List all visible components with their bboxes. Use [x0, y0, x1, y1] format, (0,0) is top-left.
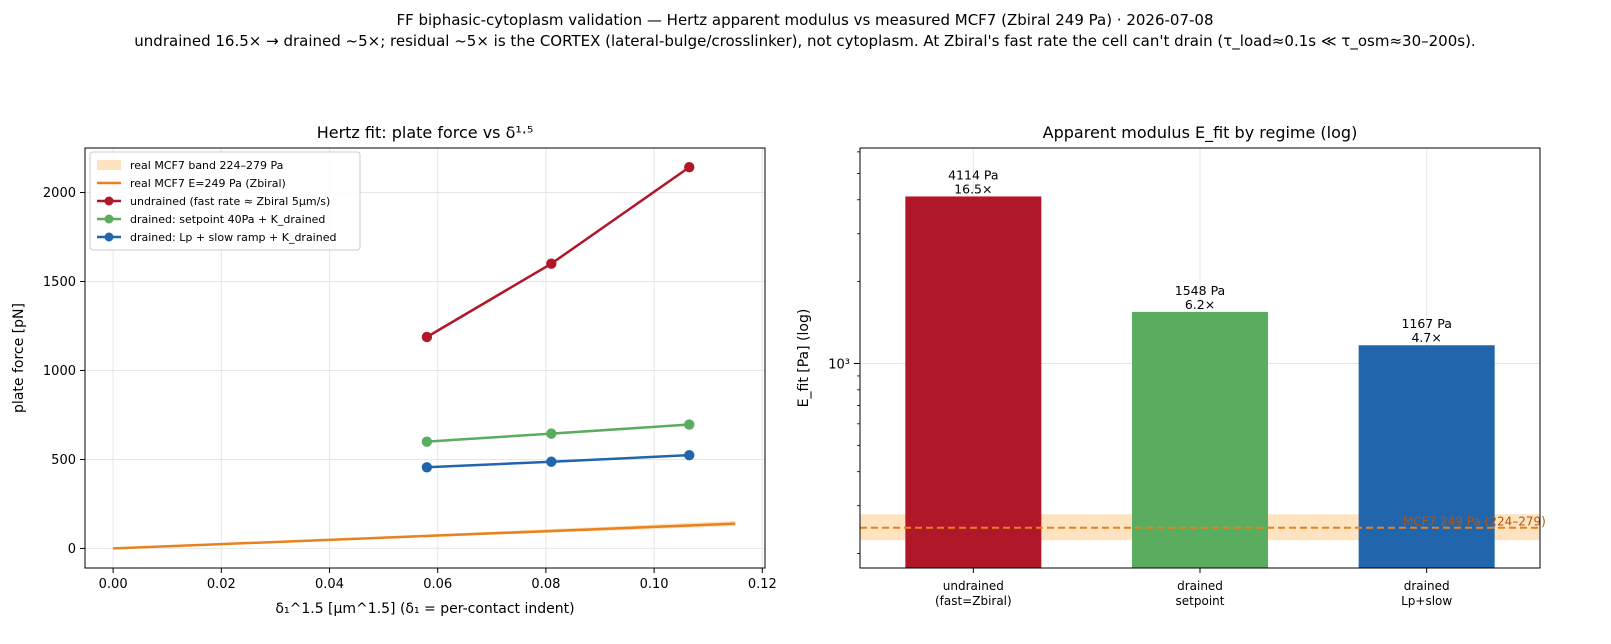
left-plot-frame — [84, 147, 766, 569]
left-series-point-setpoint — [684, 419, 695, 430]
legend-entry-label: real MCF7 E=249 Pa (Zbiral) — [130, 177, 286, 190]
left-ticks: 0.00 0.02 0.04 0.06 0.08 0.10 0.12 0 500 1000 1500… — [43, 186, 777, 592]
right-ticks: undrained(fast=Zbiral)drainedsetpointdra… — [828, 151, 1452, 608]
right-chart-title: Apparent modulus E_fit by regime (log) — [1043, 123, 1358, 143]
right-category-label: (fast=Zbiral) — [935, 594, 1012, 608]
left-y-tick-label: 2000 — [43, 186, 76, 201]
figure-suptitle-line2: undrained 16.5× → drained ~5×; residual … — [134, 32, 1475, 51]
left-series-point-setpoint — [546, 428, 557, 439]
right-bar-lpslow — [1358, 345, 1495, 568]
legend-entry-label: real MCF7 band 224–279 Pa — [130, 159, 283, 172]
right-bar-ratio-label: 4.7× — [1411, 330, 1441, 345]
right-bar-undrained — [905, 196, 1042, 568]
left-series-point-undrained — [684, 162, 695, 173]
left-x-tick-label: 0.12 — [748, 577, 777, 592]
left-y-tick-label: 0 — [68, 542, 76, 557]
right-y-axis-label: E_fit [Pa] (log) — [796, 309, 812, 408]
left-x-tick-label: 0.04 — [315, 577, 344, 592]
legend-entry-label: undrained (fast rate ≈ Zbiral 5μm/s) — [130, 195, 330, 208]
legend-entry-label: drained: setpoint 40Pa + K_drained — [130, 213, 325, 226]
right-category-label: drained — [1404, 579, 1450, 593]
legend-swatch-marker — [104, 214, 114, 224]
right-bar-setpoint — [1132, 311, 1268, 568]
left-y-tick-label: 1500 — [43, 275, 76, 290]
legend-entry-label: drained: Lp + slow ramp + K_drained — [130, 231, 336, 244]
left-chart: Hertz fit: plate force vs δ¹·⁵ δ₁^1.5 [μ… — [11, 123, 777, 617]
left-y-tick-label: 1000 — [43, 364, 76, 379]
left-legend: real MCF7 band 224–279 Pa real MCF7 E=249… — [89, 151, 361, 251]
figure-suptitle-line1: FF biphasic-cytoplasm validation — Hertz… — [396, 11, 1213, 29]
legend-swatch-marker — [104, 232, 114, 242]
left-series-line-setpoint — [426, 423, 690, 443]
left-series-point-setpoint — [421, 436, 433, 447]
left-x-axis-label: δ₁^1.5 [μm^1.5] (δ₁ = per-contact indent… — [275, 601, 574, 617]
left-x-tick-label: 0.00 — [99, 577, 128, 592]
left-x-tick-label: 0.06 — [423, 577, 452, 592]
left-series-point-undrained — [546, 258, 557, 269]
right-category-label: drained — [1177, 579, 1223, 593]
left-x-tick-label: 0.10 — [640, 577, 669, 592]
left-series-line-lpslow — [426, 453, 690, 469]
left-x-tick-label: 0.08 — [531, 577, 560, 592]
left-x-tick-label: 0.02 — [207, 577, 236, 592]
left-y-axis-label: plate force [pN] — [11, 303, 27, 413]
right-category-label: Lp+slow — [1401, 594, 1452, 608]
left-marks — [113, 162, 736, 550]
legend-swatch-marker — [104, 196, 114, 206]
left-chart-title: Hertz fit: plate force vs δ¹·⁵ — [317, 123, 534, 142]
left-y-tick-label: 500 — [51, 453, 76, 468]
right-bar-value-label: 1167 Pa — [1401, 316, 1451, 331]
legend-swatch-band — [97, 160, 121, 170]
right-category-label: undrained — [943, 579, 1004, 593]
right-bar-ratio-label: 16.5× — [954, 181, 992, 196]
left-series-point-lpslow — [421, 462, 433, 473]
left-series-point-undrained — [421, 331, 433, 343]
left-series-point-lpslow — [684, 449, 695, 461]
right-bar-ratio-label: 6.2× — [1185, 297, 1215, 312]
right-reference-label: MCF7 249 Pa (224–279) — [1403, 515, 1546, 529]
left-legend-box — [89, 151, 361, 251]
right-bar-value-label: 4114 Pa — [948, 167, 998, 182]
right-bar-value-label: 1548 Pa — [1175, 283, 1225, 298]
left-series-point-lpslow — [546, 456, 557, 467]
left-real-line — [113, 522, 736, 550]
right-category-label: setpoint — [1176, 594, 1225, 608]
right-y-tick-label: 10³ — [828, 357, 850, 372]
